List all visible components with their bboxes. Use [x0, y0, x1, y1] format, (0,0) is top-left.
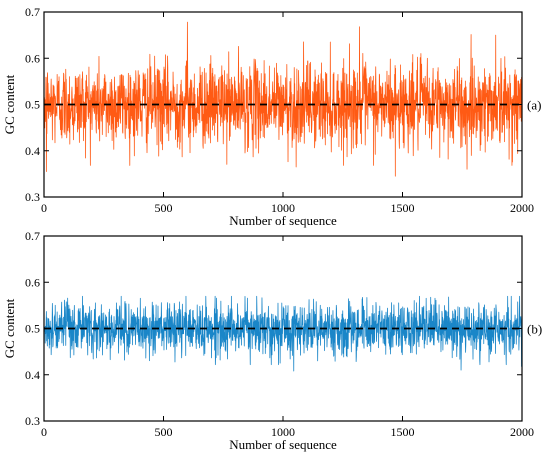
panel-a-series — [43, 21, 523, 177]
y-tick-label: 0.4 — [25, 368, 40, 382]
x-tick-label: 2000 — [510, 425, 534, 439]
y-tick-label: 0.3 — [25, 190, 40, 204]
x-tick-label: 500 — [155, 201, 173, 215]
panel-a-label: (a) — [527, 98, 541, 113]
y-tick-label: 0.6 — [25, 275, 40, 289]
y-tick-label: 0.7 — [25, 229, 40, 243]
x-tick-label: 0 — [41, 425, 47, 439]
y-tick-label: 0.6 — [25, 51, 40, 65]
x-tick-label: 1000 — [271, 425, 295, 439]
panel-b: 0 500 1000 1500 2000 0.3 0.4 0.5 0.6 0.7 Number o… — [2, 229, 542, 452]
panel-b-y-axis-label: GC content — [2, 298, 17, 358]
series-line — [43, 21, 523, 177]
y-tick-label: 0.5 — [25, 98, 40, 112]
y-tick-label: 0.3 — [25, 414, 40, 428]
panel-a: 0 500 1000 1500 2000 0.3 0.4 0.5 0.6 0.7 Number o… — [2, 5, 541, 228]
x-tick-label: 2000 — [510, 201, 534, 215]
panel-b-series — [43, 295, 523, 372]
panel-a-y-axis-label: GC content — [2, 74, 17, 134]
series-line — [43, 295, 523, 372]
x-tick-label: 1500 — [391, 425, 415, 439]
x-tick-label: 0 — [41, 201, 47, 215]
panel-b-x-axis-label: Number of sequence — [229, 437, 337, 452]
panel-b-ticks: 0 500 1000 1500 2000 0.3 0.4 0.5 0.6 0.7 — [25, 229, 534, 439]
y-tick-label: 0.4 — [25, 144, 40, 158]
x-tick-label: 1000 — [271, 201, 295, 215]
y-tick-label: 0.7 — [25, 5, 40, 19]
x-tick-label: 500 — [155, 425, 173, 439]
panel-b-label: (b) — [527, 322, 542, 337]
panel-a-x-axis-label: Number of sequence — [229, 213, 337, 228]
panel-a-ticks: 0 500 1000 1500 2000 0.3 0.4 0.5 0.6 0.7 — [25, 5, 534, 215]
y-tick-label: 0.5 — [25, 322, 40, 336]
x-tick-label: 1500 — [391, 201, 415, 215]
